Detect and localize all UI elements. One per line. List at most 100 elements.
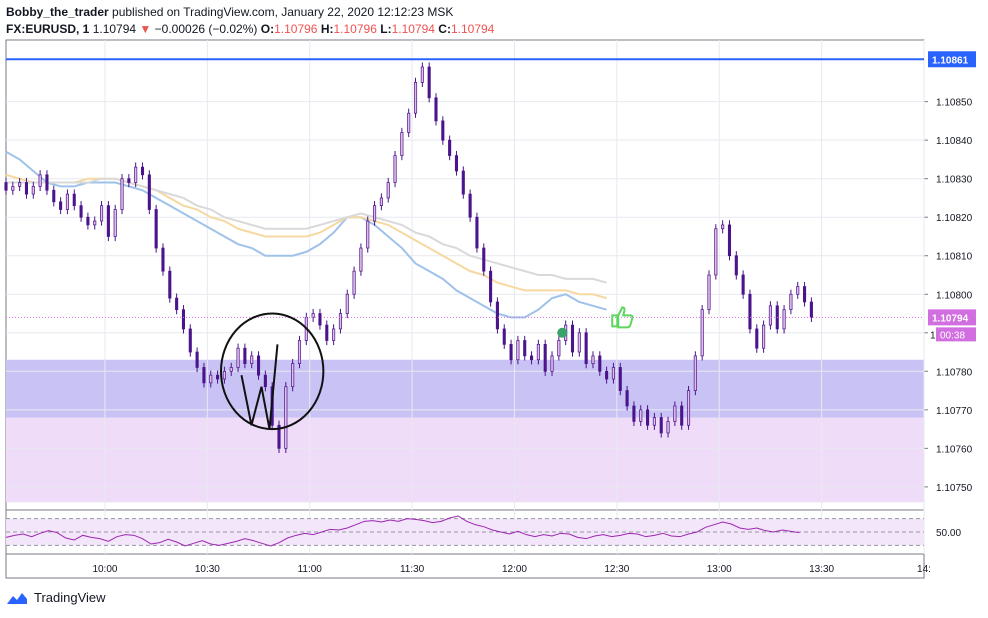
candle-body: [93, 220, 97, 226]
candle-body: [536, 343, 540, 361]
y-tick-label: 1.10850: [936, 98, 973, 109]
y-tick-label: 1.10780: [936, 367, 973, 378]
candle-body: [782, 309, 786, 330]
price-change: −0.00026 (−0.02%): [154, 22, 258, 36]
tradingview-logo-icon: [7, 592, 27, 604]
rsi-level-label: 50.00: [936, 528, 961, 539]
candle-body: [120, 178, 124, 210]
candle-body: [632, 405, 636, 422]
candle-body: [291, 363, 295, 388]
candle-body: [625, 390, 629, 407]
candle-body: [803, 286, 807, 303]
support-zone-1: [6, 417, 924, 503]
candle-body: [359, 247, 363, 272]
candle-body: [468, 193, 472, 218]
candle-body: [277, 424, 281, 449]
candle-body: [297, 340, 302, 364]
candle-body: [318, 313, 322, 326]
candle-body: [427, 66, 431, 99]
candle-body: [591, 355, 595, 364]
low-label: L:: [380, 22, 392, 36]
candle-body: [113, 209, 117, 237]
candle-body: [475, 216, 479, 249]
candle-body: [79, 205, 83, 218]
candle-body: [796, 286, 800, 295]
candle-body: [659, 417, 663, 434]
candle-body: [482, 247, 486, 272]
candle-body: [543, 343, 547, 372]
candle-body: [755, 328, 759, 349]
candle-body: [379, 197, 383, 207]
candle-body: [366, 220, 370, 249]
candle-body: [680, 405, 684, 426]
publish-line: Bobby_the_trader published on TradingVie…: [6, 4, 982, 21]
candle-body: [550, 355, 554, 372]
candle-body: [11, 186, 15, 191]
candle-body: [100, 205, 104, 222]
candle-body: [789, 293, 793, 311]
symbol-label: FX:EURUSD, 1: [6, 22, 90, 36]
candle-body: [700, 309, 704, 357]
candle-body: [516, 340, 520, 361]
candle-body: [707, 274, 711, 311]
countdown-badge: [936, 327, 976, 342]
tradingview-brand: TradingView: [34, 590, 106, 605]
open-value: 1.10796: [274, 22, 318, 36]
x-tick-label: 13:30: [809, 564, 834, 575]
candle-body: [181, 309, 186, 330]
drawn-w-pattern-annotation: [240, 344, 279, 430]
candle-body: [65, 193, 69, 210]
candle-body: [31, 186, 35, 195]
moving-average-line: [5, 150, 607, 319]
candle-body: [168, 270, 172, 299]
candle-body: [502, 328, 506, 345]
candle-body: [106, 205, 110, 237]
candle-body: [209, 374, 213, 384]
candle-body: [420, 66, 424, 83]
candle-body: [727, 224, 732, 257]
candle-body: [332, 328, 336, 341]
candle-body: [618, 367, 622, 391]
candle-body: [127, 178, 131, 183]
candle-body: [38, 174, 42, 187]
publish-info: published on TradingView.com, January 22…: [108, 5, 454, 19]
candle-body: [147, 174, 151, 210]
current-price-badge: [928, 309, 976, 326]
candle-body: [45, 174, 49, 191]
candle-body: [523, 340, 527, 357]
candle-body: [400, 132, 404, 156]
candle-body: [311, 313, 315, 318]
candle-body: [454, 155, 459, 172]
author-name[interactable]: Bobby_the_trader: [6, 5, 109, 19]
x-tick-label: 13:00: [707, 564, 732, 575]
candle-body: [195, 351, 199, 368]
y-tick-label: 1.10840: [936, 136, 973, 147]
high-value: 1.10796: [333, 22, 377, 36]
candle-body: [140, 166, 145, 176]
candle-body: [598, 355, 602, 372]
candle-body: [489, 270, 493, 303]
y-tick-label: 1.10750: [936, 483, 973, 494]
candle-body: [646, 409, 650, 426]
candle-body: [809, 301, 813, 318]
open-label: O:: [260, 22, 275, 36]
candle-body: [584, 332, 588, 364]
candle-body: [407, 112, 411, 133]
candle-body: [461, 170, 465, 195]
x-tick-label: 12:30: [604, 564, 629, 575]
rsi-line: [5, 515, 800, 547]
candle-body: [652, 417, 656, 426]
y-tick-label: 1.10810: [936, 252, 973, 263]
candle-body: [611, 367, 615, 380]
candle-body: [509, 343, 513, 361]
candle-body: [386, 182, 390, 199]
candle-body: [222, 370, 226, 380]
candle-body: [373, 205, 377, 222]
close-label: C:: [438, 22, 451, 36]
candle-body: [393, 155, 397, 183]
green-marker-icon: [557, 327, 568, 338]
candle-body: [345, 293, 349, 314]
candle-body: [52, 189, 56, 203]
y-tick-label: 1.10830: [936, 175, 973, 186]
